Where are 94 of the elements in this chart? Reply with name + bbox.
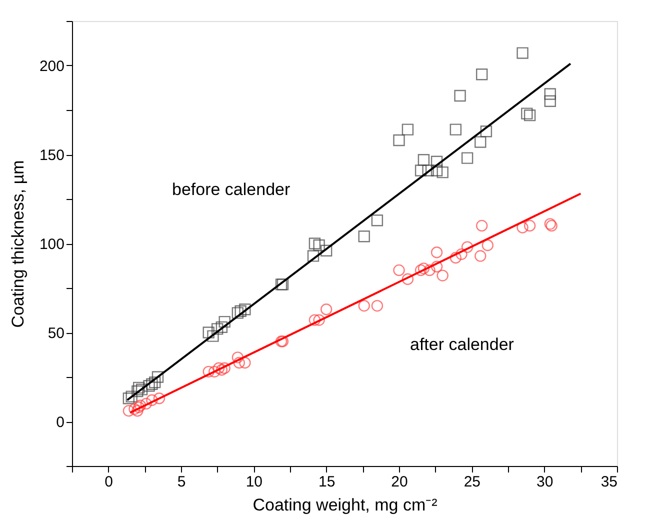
x-tick-label: 35 [600, 474, 618, 490]
x-tick-label: 10 [246, 474, 263, 490]
point [414, 164, 427, 176]
point [202, 326, 214, 338]
point [402, 124, 414, 136]
point [480, 126, 492, 138]
point [232, 307, 244, 319]
point [308, 238, 321, 250]
point [133, 382, 145, 394]
point [132, 385, 144, 398]
point [216, 364, 228, 376]
point [393, 134, 405, 146]
point [482, 239, 494, 252]
point [122, 404, 135, 417]
point [233, 356, 245, 369]
y-axis-title: Coating thickness, µm [8, 160, 28, 328]
point [132, 404, 144, 417]
point [476, 220, 488, 232]
point [153, 392, 166, 404]
point [516, 222, 528, 234]
point [140, 398, 152, 410]
point [418, 154, 430, 166]
point [414, 264, 427, 276]
point [371, 214, 384, 226]
point [544, 88, 556, 100]
x-tick-label: 25 [464, 474, 481, 490]
point [146, 394, 158, 406]
point [456, 248, 468, 260]
annotation: before calender [172, 180, 290, 199]
point [218, 316, 230, 328]
point [521, 108, 533, 120]
point [524, 220, 536, 232]
point [358, 230, 370, 242]
point [430, 164, 443, 176]
point [146, 378, 158, 390]
point [308, 314, 321, 326]
y-tick-label: 150 [39, 147, 64, 164]
point [371, 300, 384, 312]
point [239, 304, 251, 316]
point [216, 321, 228, 334]
point [450, 124, 462, 136]
point [393, 264, 405, 276]
point [430, 246, 443, 258]
point [136, 384, 148, 396]
point [430, 260, 443, 272]
point [208, 366, 220, 378]
point [358, 300, 370, 312]
y-tick-label: 50 [48, 325, 64, 342]
x-axis-title: Coating weight, mg cm⁻² [252, 496, 438, 514]
point [461, 152, 474, 164]
point [122, 392, 135, 404]
point [207, 330, 219, 342]
point [202, 366, 214, 378]
x-tick-label: 5 [177, 474, 186, 490]
point [128, 403, 140, 415]
point [516, 47, 528, 59]
point [143, 380, 155, 392]
point [422, 164, 434, 176]
x-tick-label: 20 [391, 474, 408, 490]
point [544, 95, 556, 107]
point [126, 390, 138, 402]
point [313, 314, 325, 326]
point [307, 250, 320, 262]
point [152, 371, 164, 383]
y-tick-label: 100 [39, 236, 64, 253]
x-tick-label: 15 [318, 474, 336, 490]
point [524, 109, 536, 122]
point [218, 362, 230, 374]
point [239, 356, 251, 369]
point [424, 264, 436, 276]
point [474, 250, 486, 262]
point [450, 252, 462, 264]
point [148, 376, 161, 388]
y-tick-label: 200 [39, 58, 64, 75]
annotation: after calender [410, 335, 514, 354]
point [461, 241, 474, 253]
point [211, 323, 224, 335]
x-tick-label: 0 [104, 474, 114, 490]
point [454, 90, 466, 102]
point [436, 166, 448, 178]
point [212, 362, 225, 374]
point [402, 273, 414, 285]
point [436, 270, 448, 282]
x-tick-label: 30 [536, 474, 554, 490]
point [476, 68, 488, 80]
point [418, 262, 430, 274]
point [313, 239, 325, 252]
point [234, 305, 246, 317]
point [320, 244, 332, 256]
y-tick-label: 0 [56, 414, 64, 431]
point [430, 156, 443, 168]
point [474, 136, 486, 148]
point [320, 304, 332, 316]
point [232, 352, 244, 364]
